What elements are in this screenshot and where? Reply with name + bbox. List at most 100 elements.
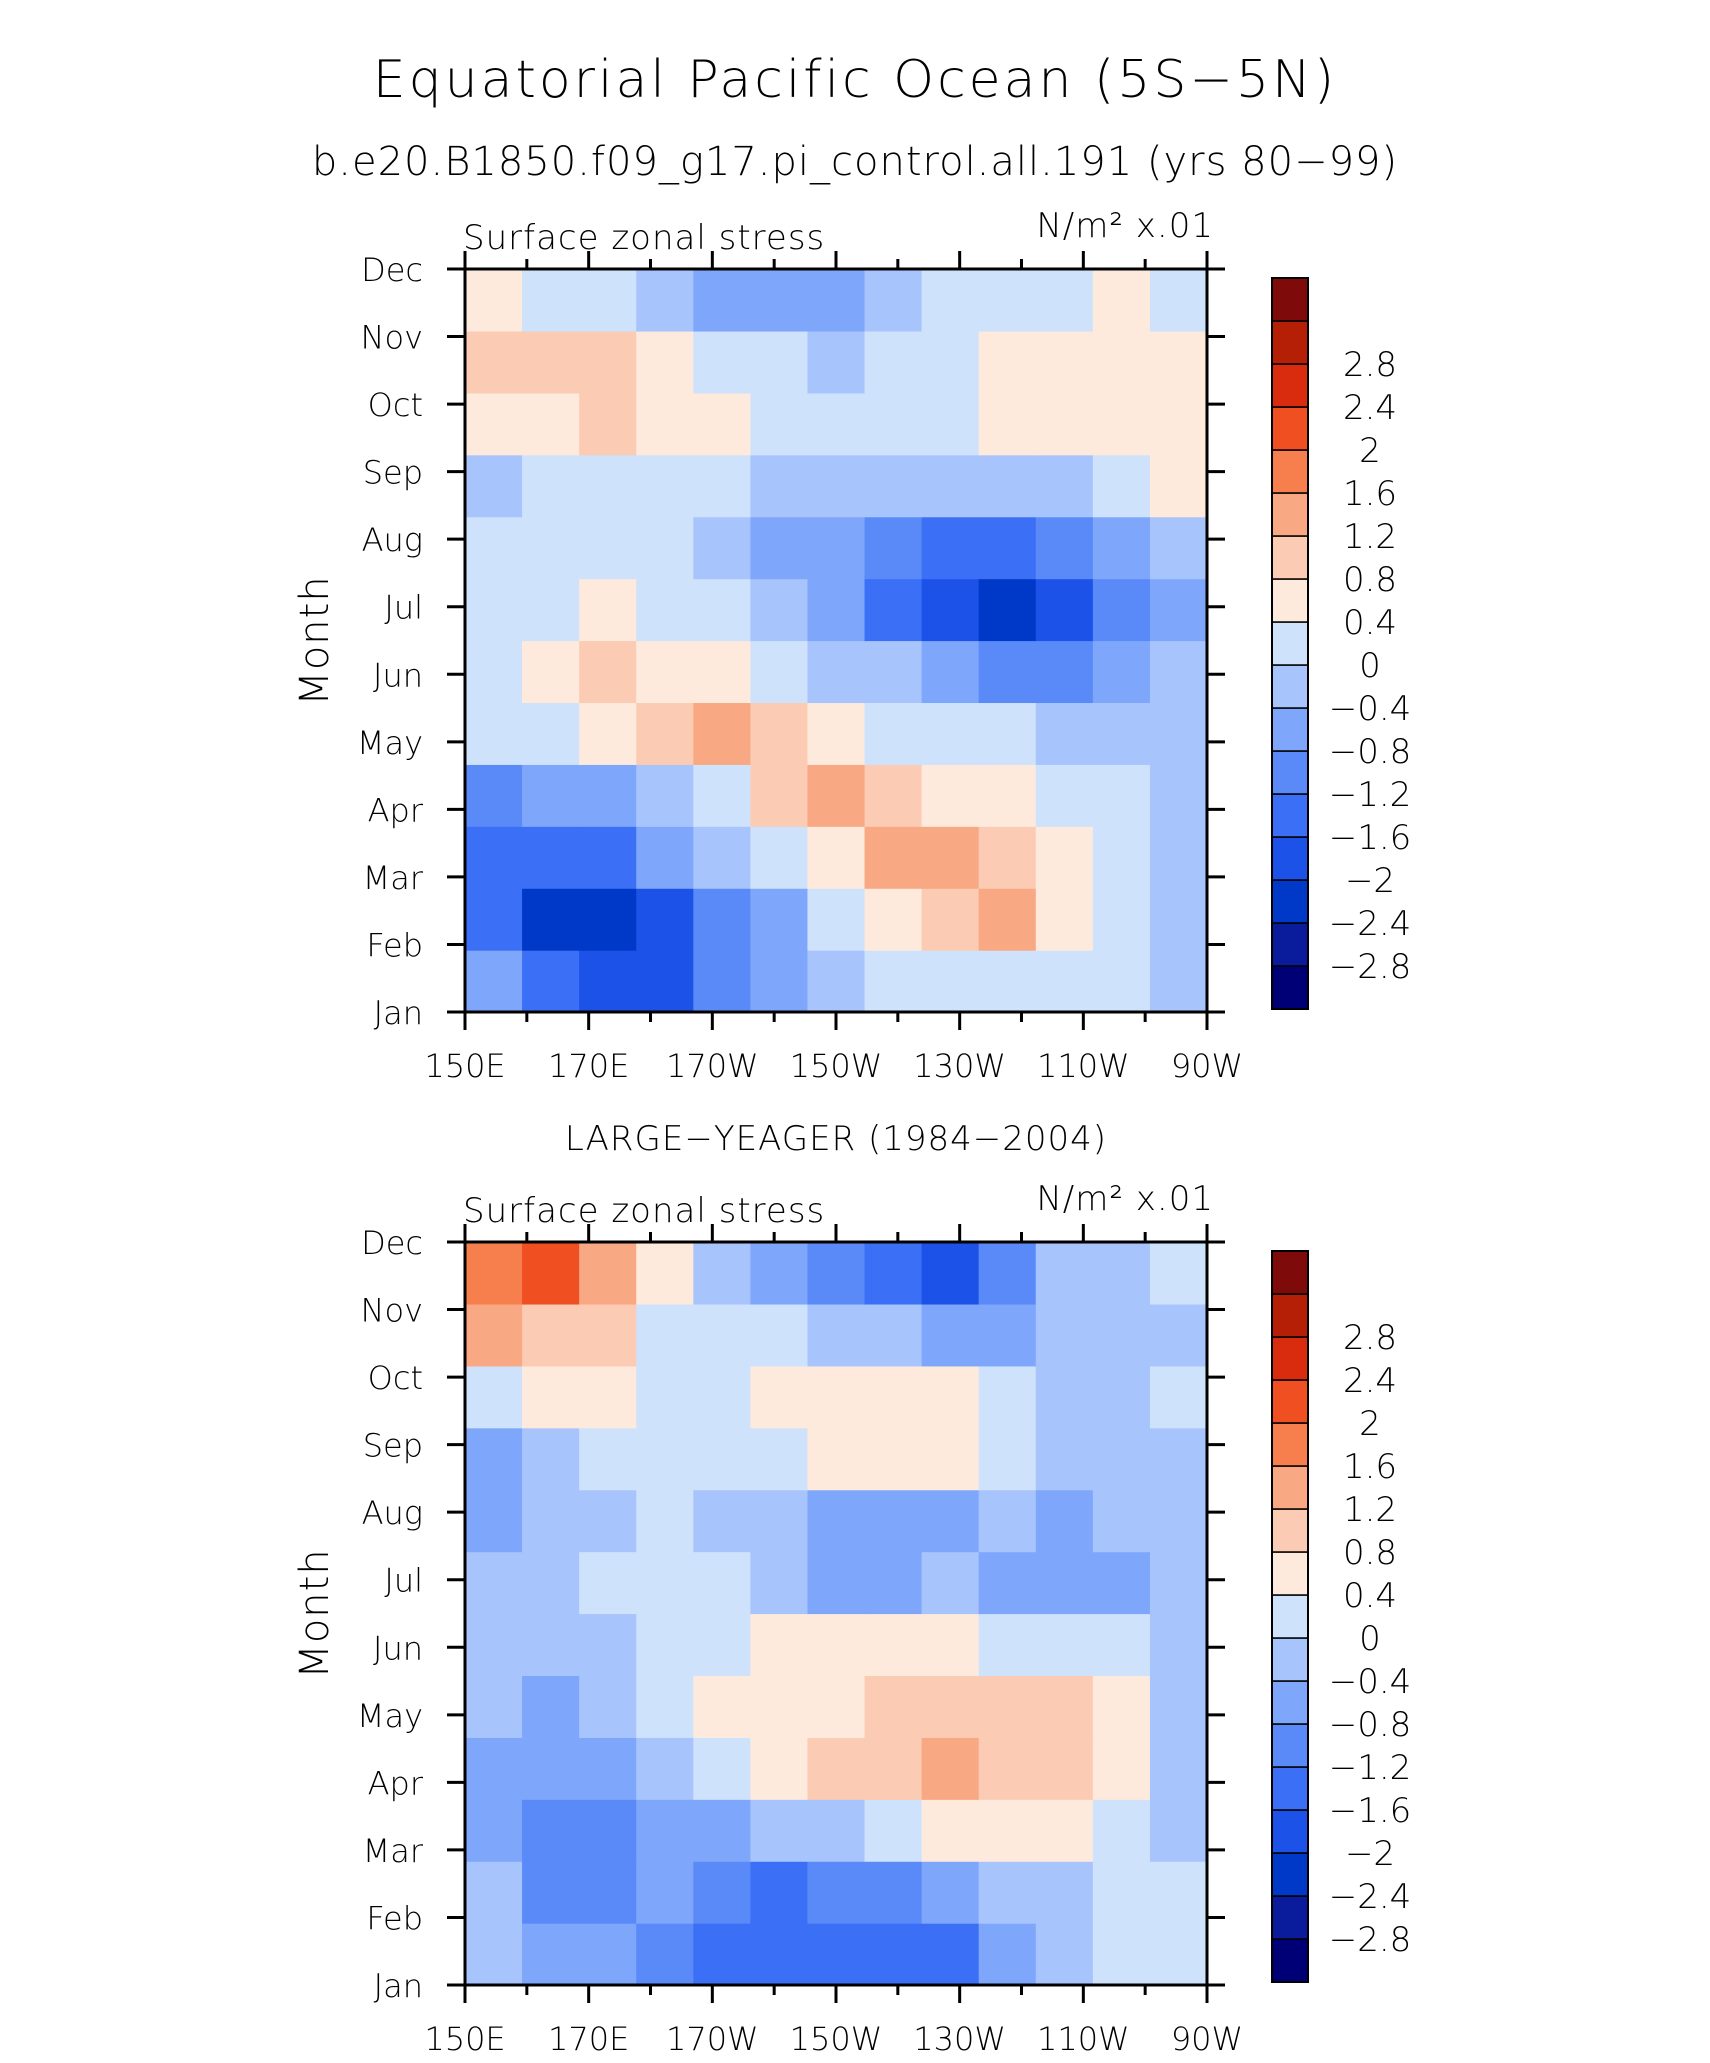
colorbar-label: 1.2 (1343, 1490, 1397, 1530)
heatmap-cell (693, 269, 751, 332)
heatmap-cell (807, 1737, 866, 1800)
heatmap-cell (1092, 1613, 1151, 1677)
heatmap-cell (579, 330, 637, 394)
heatmap-cell (693, 1427, 751, 1491)
heatmap-cell (1149, 1861, 1208, 1924)
heatmap-cell (522, 764, 580, 827)
heatmap-cell (1092, 1861, 1151, 1924)
heatmap-cell (636, 1365, 694, 1429)
heatmap-cell (978, 1861, 1037, 1924)
y-tick-label: Jul (384, 589, 423, 627)
heatmap-cell (1092, 640, 1151, 704)
heatmap-cell (1035, 1861, 1094, 1924)
heatmap-cell (978, 1489, 1037, 1553)
heatmap-cell (579, 1861, 637, 1924)
x-tick-label: 90W (1171, 1047, 1243, 1085)
colorbar-swatch (1271, 1336, 1309, 1381)
y-tick-label: Jun (373, 656, 423, 694)
colorbar-label: 0 (1359, 1619, 1381, 1659)
heatmap-cell (636, 1427, 694, 1491)
heatmap-cell (636, 888, 694, 951)
heatmap-cell (1035, 1737, 1094, 1800)
colorbar-swatch (1271, 363, 1309, 408)
heatmap-cell (1149, 578, 1208, 642)
heatmap-cell (807, 1242, 866, 1305)
heatmap-cell (693, 1613, 751, 1677)
colorbar-label: −2 (1345, 1834, 1395, 1874)
colorbar-swatch (1271, 1680, 1309, 1725)
heatmap-cell (978, 578, 1037, 642)
heatmap-cell (1149, 888, 1208, 951)
heatmap-cell (750, 640, 809, 704)
colorbar-swatch (1271, 1809, 1309, 1854)
colorbar-label: −1.2 (1329, 1748, 1412, 1788)
heatmap-cell (636, 1799, 694, 1862)
colorbar-label: −0.4 (1329, 689, 1412, 729)
y-tick-label: Mar (363, 859, 424, 897)
colorbar-swatch (1271, 1723, 1309, 1768)
heatmap-cell (807, 330, 866, 394)
colorbar-swatch (1271, 1551, 1309, 1596)
heatmap-cell (1092, 1799, 1151, 1862)
heatmap-cell (1035, 1799, 1094, 1862)
heatmap-cell (579, 1613, 637, 1677)
x-tick-label: 150E (424, 1047, 505, 1085)
colorbar-label: −2.4 (1329, 904, 1412, 944)
heatmap-cell (807, 702, 866, 765)
heatmap-cell (636, 269, 694, 332)
heatmap-cell (693, 1799, 751, 1862)
heatmap-cell (693, 1675, 751, 1738)
heatmap-cell (807, 888, 866, 951)
heatmap-cell (864, 764, 923, 827)
heatmap-cell (864, 1861, 923, 1924)
heatmap-cell (1092, 516, 1151, 580)
y-tick-label: Sep (363, 454, 423, 492)
heatmap-cell (579, 1923, 637, 1986)
panel-title: LARGE−YEAGER (1984−2004) (565, 1119, 1107, 1159)
heatmap-cell (978, 1365, 1037, 1429)
colorbar-label: 0.4 (1343, 1576, 1397, 1616)
heatmap-cell (465, 1365, 523, 1429)
heatmap-cell (864, 1551, 923, 1615)
colorbar: −2.8−2.4−2−1.6−1.2−0.8−0.400.40.81.21.62… (1271, 277, 1412, 1010)
heatmap-cell (465, 269, 523, 332)
colorbar-swatch (1271, 1766, 1309, 1811)
heatmap-cell (522, 330, 580, 394)
heatmap-cell (579, 826, 637, 889)
heatmap-cell (522, 1923, 580, 1986)
heatmap-cell (978, 1427, 1037, 1491)
heatmap-cell (750, 1613, 809, 1677)
heatmap-cell (864, 1427, 923, 1491)
colorbar-label: 1.6 (1343, 1447, 1397, 1487)
heatmap-cell (978, 826, 1037, 889)
heatmap-cell (1092, 1242, 1151, 1305)
heatmap-cell (636, 454, 694, 518)
colorbar-swatch (1271, 1379, 1309, 1424)
heatmap-cell (693, 1737, 751, 1800)
heatmap-cell (1035, 1242, 1094, 1305)
heatmap-cell (921, 1489, 980, 1553)
heatmap-cell (693, 578, 751, 642)
heatmap-cell (978, 640, 1037, 704)
x-tick-label: 110W (1037, 1047, 1130, 1085)
heatmap-cell (636, 1737, 694, 1800)
y-tick-label: Feb (366, 926, 423, 964)
y-tick-label: Feb (366, 1899, 423, 1937)
colorbar-label: 2.8 (1343, 345, 1397, 385)
variable-label: Surface zonal stress (463, 218, 825, 258)
y-tick-label: Jun (373, 1629, 423, 1667)
heatmap-cell (921, 1551, 980, 1615)
heatmap-cell (522, 1861, 580, 1924)
y-tick-label: Dec (361, 251, 423, 289)
units-label: N/m² x.01 (1036, 1179, 1214, 1219)
heatmap-cell (1149, 702, 1208, 765)
heatmap-cell (1035, 1551, 1094, 1615)
colorbar-label: 2.8 (1343, 1318, 1397, 1358)
heatmap-cell (864, 578, 923, 642)
x-tick-label: 170W (666, 2020, 759, 2058)
heatmap-cell (921, 764, 980, 827)
heatmap-cell (579, 888, 637, 951)
heatmap-cell (807, 1799, 866, 1862)
x-tick-label: 130W (913, 2020, 1006, 2058)
heatmap-cell (465, 516, 523, 580)
